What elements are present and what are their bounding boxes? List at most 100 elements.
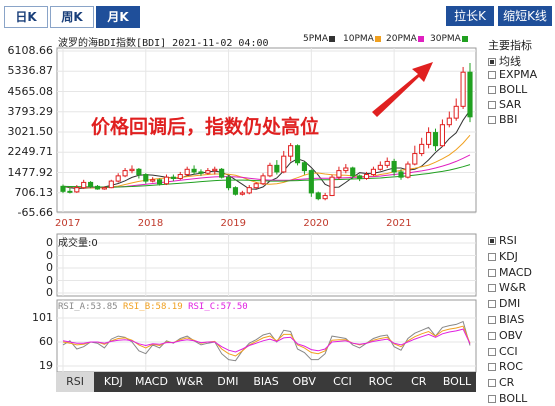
main-indicator-sar[interactable]: SAR (488, 98, 521, 111)
main-indicator-expma[interactable]: EXPMA (488, 68, 537, 81)
checkbox-icon[interactable] (488, 58, 496, 66)
ma-line-10pma (62, 134, 471, 189)
candle (143, 174, 149, 182)
sub-indicator-obv[interactable]: OBV (488, 329, 522, 342)
checkbox-icon[interactable] (488, 268, 496, 277)
indicator-tab-bar: RSI KDJ MACD W&R DMI BIAS OBV CCI ROC CR BOLL (56, 372, 476, 392)
checkbox-icon[interactable] (488, 284, 496, 293)
sub-indicator-cci[interactable]: CCI (488, 345, 518, 358)
sub-indicator-boll[interactable]: BOLL (488, 392, 527, 405)
main-indicator-均线[interactable]: 均线 (488, 53, 521, 69)
tab-wr[interactable]: W&R (176, 375, 204, 388)
main-indicator-boll[interactable]: BOLL (488, 83, 527, 96)
candle (177, 174, 183, 179)
volume-frame (56, 233, 477, 297)
checkbox-icon[interactable] (488, 347, 496, 356)
shrink-kline-button[interactable]: 缩短K线 (498, 6, 552, 26)
checkbox-icon[interactable] (488, 252, 496, 261)
checkbox-icon[interactable] (488, 101, 496, 109)
candle (439, 124, 445, 147)
tab-monthly-k[interactable]: 月K (96, 6, 140, 28)
ma-legend-label: 5PMA (303, 34, 329, 44)
tab-weekly-k[interactable]: 周K (50, 6, 94, 28)
rsi-tick-label: 19 (39, 359, 53, 372)
sub-indicator-macd[interactable]: MACD (488, 266, 532, 279)
indicator-label: MACD (499, 265, 532, 279)
candle (363, 174, 370, 179)
candle (212, 168, 218, 172)
tab-obv[interactable]: OBV (292, 375, 316, 388)
checkbox-icon[interactable] (488, 116, 496, 124)
checkbox-icon[interactable] (488, 316, 496, 324)
candle (398, 171, 404, 178)
tab-dmi[interactable]: DMI (217, 375, 239, 388)
candle (136, 168, 142, 176)
candle (453, 105, 459, 119)
candle (336, 170, 342, 178)
rsi-a-label: RSI_A:53.85 (58, 302, 118, 312)
rsi-legend: RSI_A:53.85 RSI_B:58.19 RSI_C:57.50 (58, 302, 248, 312)
tab-cr[interactable]: CR (411, 375, 427, 388)
indicator-label: W&R (499, 281, 527, 295)
indicator-label: EXPMA (499, 68, 538, 81)
ma-legend-20: 20PMA (386, 34, 424, 44)
x-tick-label: 2019 (220, 218, 246, 229)
candle (101, 187, 107, 190)
y-tick-label: 3021.50 (7, 125, 54, 138)
sub-indicator-wr[interactable]: W&R (488, 281, 526, 294)
ma-swatch-icon (374, 35, 381, 42)
checkbox-icon[interactable] (488, 300, 496, 309)
tab-roc[interactable]: ROC (368, 375, 393, 388)
checkbox-icon[interactable] (488, 331, 496, 340)
tab-cci[interactable]: CCI (333, 375, 352, 388)
tab-daily-k[interactable]: 日K (4, 6, 48, 28)
candle (198, 171, 204, 174)
x-tick-label: 2017 (55, 218, 81, 229)
candle (460, 71, 466, 107)
candle (219, 168, 225, 178)
candle (350, 167, 356, 177)
checkbox-icon[interactable] (488, 71, 496, 79)
tab-rsi[interactable]: RSI (56, 372, 95, 392)
y-tick-label: -65.66 (17, 206, 53, 219)
candle (225, 176, 232, 189)
checkbox-icon[interactable] (488, 237, 496, 245)
candle (94, 185, 101, 190)
candle (267, 164, 273, 177)
sub-indicator-roc[interactable]: ROC (488, 360, 523, 373)
sub-indicator-dmi[interactable]: DMI (488, 297, 520, 310)
checkbox-icon[interactable] (488, 363, 496, 372)
sub-indicator-rsi[interactable]: RSI (488, 234, 517, 247)
candle (405, 163, 411, 178)
volume-tick-label: 0 (46, 273, 53, 287)
checkbox-icon[interactable] (488, 379, 496, 388)
stretch-kline-button[interactable]: 拉长K线 (446, 6, 494, 43)
checkbox-icon[interactable] (488, 86, 496, 94)
sub-indicator-kdj[interactable]: KDJ (488, 250, 518, 263)
indicator-label: BIAS (499, 313, 525, 326)
x-tick-label: 2018 (137, 218, 164, 229)
y-tick-label: 3793.29 (7, 104, 54, 118)
ma-swatch-icon (461, 35, 468, 42)
period-tabs: 日K 周K 月K (4, 6, 142, 28)
tab-macd[interactable]: MACD (134, 375, 168, 388)
checkbox-icon[interactable] (488, 395, 496, 403)
candle (184, 168, 190, 176)
candle (308, 170, 314, 194)
sub-indicator-cr[interactable]: CR (488, 376, 514, 389)
tab-kdj[interactable]: KDJ (103, 375, 123, 388)
candle (246, 187, 252, 194)
main-indicator-bbi[interactable]: BBI (488, 113, 517, 126)
ma-legend-30: 30PMA (430, 34, 468, 44)
ma-legend-label: 20PMA (386, 34, 417, 44)
sub-indicator-bias[interactable]: BIAS (488, 313, 524, 326)
candle (129, 168, 135, 172)
candle (412, 153, 418, 165)
tab-boll[interactable]: BOLL (442, 375, 472, 388)
indicator-label: BOLL (499, 83, 528, 96)
candle (357, 175, 363, 179)
tab-bias[interactable]: BIAS (253, 375, 279, 388)
rsi-line-rsi-c (62, 328, 471, 353)
candle (74, 187, 80, 193)
